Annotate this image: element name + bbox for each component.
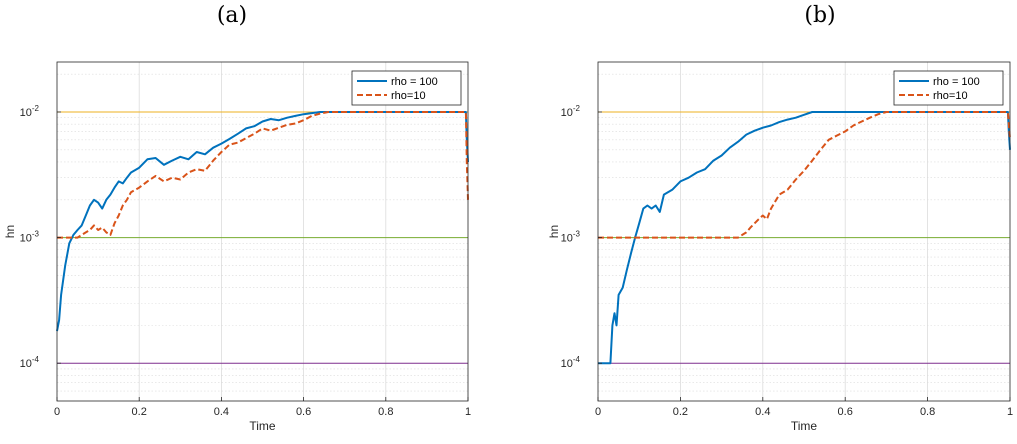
- x-tick-label: 0.8: [920, 406, 935, 418]
- y-tick-label: 10-3: [20, 230, 40, 245]
- y-axis-label: hn: [547, 225, 561, 238]
- y-axis-label: hn: [3, 225, 17, 238]
- panel-title: (a): [217, 3, 247, 28]
- x-tick-label: 0: [595, 406, 601, 418]
- axes-box: [597, 61, 1011, 402]
- x-tick-label: 0.6: [838, 406, 853, 418]
- plot-area: [598, 62, 1010, 401]
- legend: rho = 100 rho=10: [351, 70, 462, 106]
- series-line-rho100: [56, 111, 469, 332]
- x-axis-label: Time: [249, 419, 276, 433]
- y-tick-label: 10-4: [561, 355, 581, 370]
- axes-box: [56, 61, 469, 402]
- x-tick-label: 0: [54, 406, 60, 418]
- grid: [57, 62, 468, 401]
- series-line-rho10: [57, 111, 469, 239]
- chart-panel-b: (b) 0 0.2 0.4 0.6 0.8 1 10-4 10-3 10-2 Time hn rho =…: [547, 3, 1013, 433]
- series-line-rho100: [598, 111, 1011, 365]
- x-tick-label: 0.6: [296, 406, 311, 418]
- plot-area: [57, 62, 468, 401]
- y-tick-label: 10-2: [20, 104, 40, 119]
- legend-label: rho = 100: [933, 76, 980, 88]
- panel-title: (b): [804, 3, 835, 28]
- legend: rho = 100 rho=10: [893, 70, 1004, 106]
- x-tick-label: 0.8: [378, 406, 393, 418]
- x-tick-label: 1: [1007, 406, 1013, 418]
- x-tick-label: 1: [465, 406, 471, 418]
- legend-label: rho = 100: [391, 76, 438, 88]
- legend-label: rho=10: [391, 90, 426, 102]
- legend-label: rho=10: [933, 90, 968, 102]
- x-axis-label: Time: [791, 419, 818, 433]
- x-tick-label: 0.2: [132, 406, 147, 418]
- legend-box: [351, 70, 462, 106]
- series-line-rho10: [598, 111, 1011, 239]
- legend-box: [893, 70, 1004, 106]
- y-tick-label: 10-2: [561, 104, 581, 119]
- x-tick-label: 0.2: [673, 406, 688, 418]
- y-tick-label: 10-4: [20, 355, 40, 370]
- x-tick-label: 0.4: [214, 406, 229, 418]
- y-tick-label: 10-3: [561, 230, 581, 245]
- chart-panel-a: (a) 0 0.2 0.4 0.6 0.8 1 10-4 10-3 10-2 Time hn rho =…: [3, 3, 471, 433]
- x-tick-label: 0.4: [755, 406, 770, 418]
